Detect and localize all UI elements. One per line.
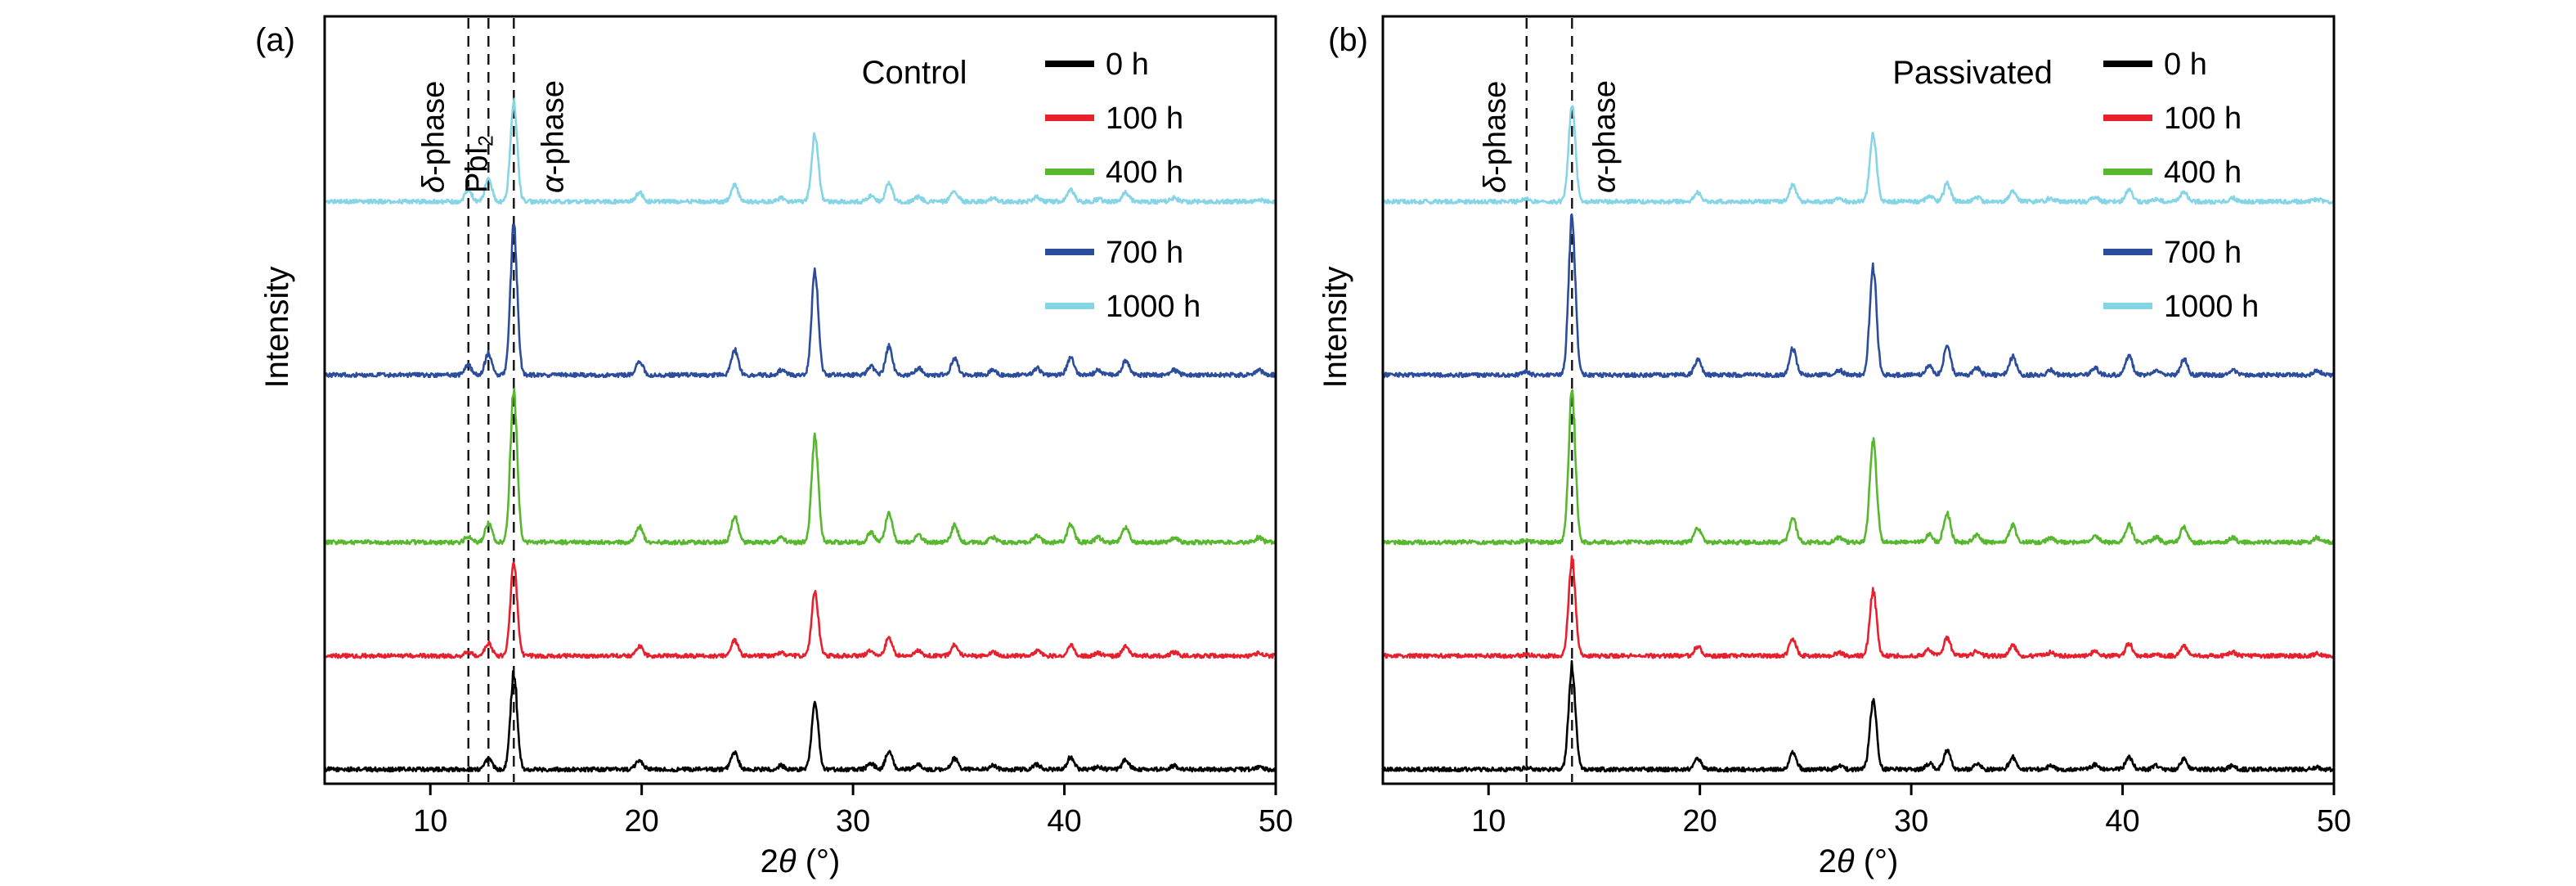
x-tick-label: 20 [625,804,659,839]
legend-label: 100 h [2164,101,2242,136]
x-tick-label: 30 [1894,804,1928,839]
legend-label: 100 h [1106,101,1183,136]
legend-label: 1000 h [2164,290,2259,324]
x-tick-label: 40 [1047,804,1081,839]
panel-b: 10 20 30 40 50 2θ (°) Intensity (b) Passivated δ-… [1317,15,2351,879]
x-tick-label: 40 [2105,804,2139,839]
legend-label: 0 h [1106,47,1149,82]
plot-frame [323,15,1277,785]
legend-label: 1000 h [1106,290,1200,324]
phase-label: δ-phase [1479,81,1513,193]
legend-label: 700 h [2164,236,2242,270]
y-axis-label: Intensity [259,267,295,389]
x-tick-label: 30 [836,804,870,839]
plot-frame [1381,15,2336,785]
panel-tag: (b) [1328,22,1368,58]
xrd-curve-400h [1381,389,2336,546]
xrd-curve-1000h [1381,105,2335,205]
x-tick-label: 10 [1471,804,1506,839]
x-tick-label: 50 [1259,804,1293,839]
x-tick-label: 10 [413,804,447,839]
phase-label: δ-phase [417,81,451,193]
xrd-curve-100h [324,561,1277,659]
panel-title: Passivated [1892,55,2053,91]
xrd-curve-700h [324,223,1277,379]
x-tick-label: 20 [1683,804,1717,839]
panel-title: Control [862,55,967,91]
phase-label: α-phase [1587,80,1622,193]
panel-a: 10 20 30 40 50 2θ (°) Intensity (a) Control δ-pha… [255,15,1293,879]
x-axis-label: 2θ (°) [761,843,841,879]
xrd-curve-100h [1381,555,2336,659]
phase-label: PbI2 [460,135,497,193]
xrd-curve-700h [1381,213,2336,379]
legend-label: 400 h [2164,155,2242,190]
legend-label: 400 h [1106,155,1183,190]
phase-label: α-phase [536,80,570,193]
y-axis-label: Intensity [1317,267,1353,389]
xrd-curve-400h [324,388,1277,546]
xrd-curve-0h [1382,659,2336,773]
xrd-curve-1000h [323,97,1277,205]
legend-label: 0 h [2164,47,2207,82]
panel-tag: (a) [255,22,295,58]
x-axis-label: 2θ (°) [1819,843,1899,879]
x-tick-label: 50 [2317,804,2351,839]
xrd-curve-0h [323,670,1277,773]
legend-label: 700 h [1106,236,1183,270]
